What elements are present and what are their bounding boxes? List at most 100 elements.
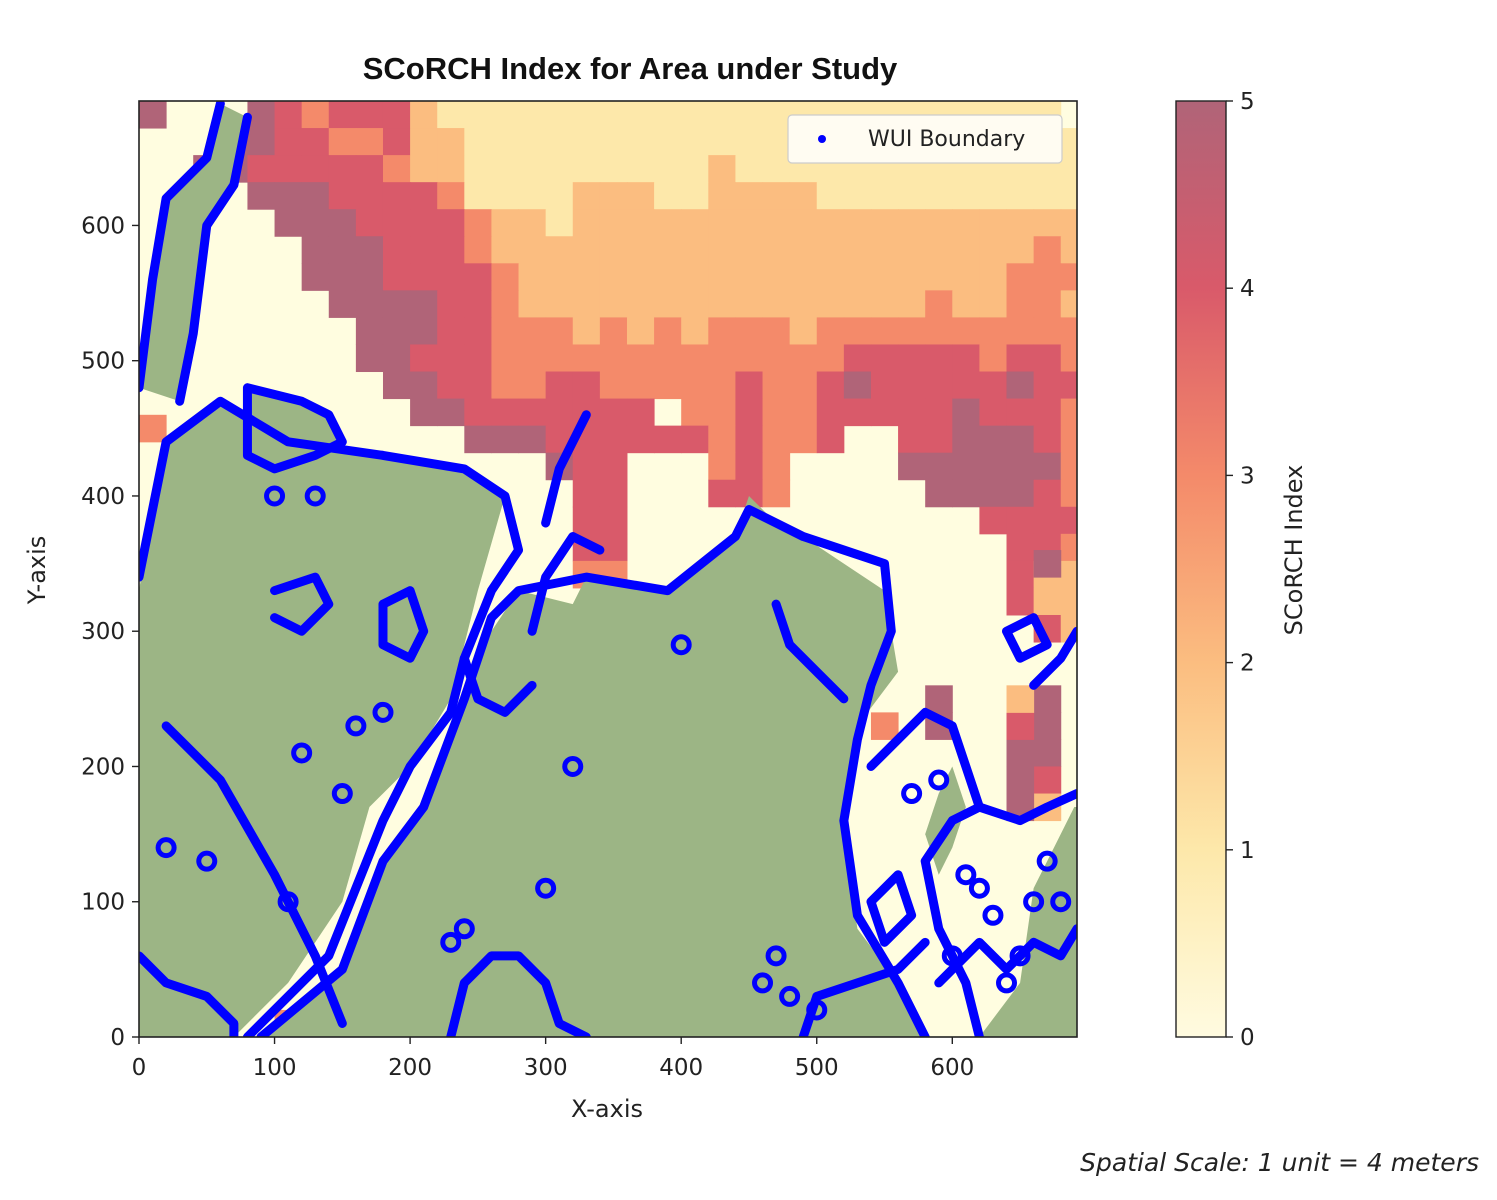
heatmap-cell [816, 209, 845, 237]
wui-boundary-dot [372, 701, 394, 723]
heatmap-cell [572, 344, 601, 373]
heatmap-cell [925, 685, 953, 713]
heatmap-cell [979, 236, 1008, 264]
heatmap-cell [410, 236, 438, 264]
heatmap-cell [491, 425, 520, 454]
heatmap-cell [274, 155, 303, 183]
heatmap-cell [382, 263, 411, 291]
heatmap-cell [572, 209, 601, 237]
nonburnable-areas [139, 103, 1077, 1037]
heatmap-cell [1033, 685, 1062, 713]
heatmap-cell [681, 128, 709, 156]
heatmap-cell [247, 101, 276, 129]
colorbar-tick-label: 0 [1240, 1025, 1255, 1051]
heatmap-cell [843, 182, 872, 210]
colorbar-ticks: 0 1 2 3 4 5 [1226, 89, 1255, 1051]
heatmap-cell [708, 452, 736, 481]
heatmap-cell [654, 425, 682, 454]
heatmap-cell [626, 371, 655, 400]
heatmap-cell [1115, 372, 1143, 400]
heatmap-cell [599, 128, 628, 156]
heatmap-cell [1033, 739, 1062, 767]
heatmap-cell [898, 290, 926, 318]
wui-boundary-dot [901, 783, 923, 805]
heatmap-cell [762, 452, 791, 481]
heatmap-cell [654, 263, 682, 291]
nonburnable-region [139, 401, 505, 1037]
heatmap-cell [1033, 506, 1062, 535]
chart-title: SCoRCH Index for Area under Study [363, 51, 898, 86]
heatmap-cell [1115, 290, 1143, 318]
wui-boundary-line [1002, 613, 1052, 663]
heatmap-cell [301, 263, 330, 291]
heatmap-cell [1033, 766, 1062, 795]
y-axis-ticks: 0 100 200 300 400 500 600 [81, 213, 139, 1051]
heatmap-cell [518, 371, 547, 400]
heatmap-cell [654, 290, 682, 318]
heatmap-cell [1060, 560, 1077, 589]
y-tick-label: 100 [81, 890, 125, 916]
heatmap-cell [708, 263, 736, 291]
heatmap-cell [1115, 534, 1143, 562]
x-tick-label: 300 [524, 1055, 568, 1081]
heatmap-cell [735, 398, 764, 427]
heatmap-cell [681, 344, 709, 373]
wui-boundary-line [446, 951, 591, 1037]
heatmap-cell [789, 182, 818, 210]
heatmap-cell [1006, 371, 1035, 400]
heatmap-cell [762, 398, 791, 427]
heatmap-cell [410, 317, 438, 345]
heatmap-cell [925, 398, 953, 427]
heatmap-cell [1088, 182, 1116, 210]
heatmap-cell [681, 101, 709, 129]
heatmap-cell [301, 128, 330, 156]
heatmap-cell [382, 371, 411, 400]
heatmap-cell [654, 155, 682, 183]
heatmap-cell [681, 371, 709, 400]
heatmap-cell [545, 344, 574, 373]
heatmap-cell [952, 263, 980, 291]
heatmap-cell [762, 479, 791, 508]
heatmap-cell [789, 263, 818, 291]
heatmap-cell [708, 182, 736, 210]
heatmap-cell [735, 317, 764, 345]
heatmap-cell [626, 425, 655, 454]
heatmap-cell [762, 101, 791, 129]
heatmap-cell [708, 101, 736, 129]
colorbar-tick-label: 5 [1240, 89, 1255, 115]
wui-boundary-line [527, 532, 605, 636]
heatmap-cell [545, 101, 574, 129]
heatmap-cell [898, 425, 926, 454]
heatmap-cell [491, 344, 520, 373]
heatmap-cell [925, 479, 953, 508]
heatmap-cell [735, 371, 764, 400]
heatmap-cell [328, 290, 357, 318]
wui-boundary-dot [928, 769, 950, 791]
heatmap-cell [464, 155, 492, 183]
heatmap-cell [762, 128, 791, 156]
heatmap-cell [599, 155, 628, 183]
heatmap-cell [708, 317, 736, 345]
heatmap-cell [274, 209, 303, 237]
heatmap-cell [1115, 263, 1143, 291]
heatmap-cell [1088, 453, 1116, 481]
wui-boundary-line [541, 410, 591, 528]
heatmap-cell [328, 182, 357, 210]
legend-marker-dot [818, 135, 826, 143]
heatmap-cell [518, 344, 547, 373]
heatmap-cell [789, 236, 818, 264]
heatmap-cell [654, 317, 682, 345]
heatmap-cell [437, 398, 465, 427]
x-tick-label: 100 [253, 1055, 297, 1081]
heatmap-cell [464, 236, 492, 264]
heatmap-cell [1088, 534, 1116, 562]
heatmap-cell [1033, 587, 1062, 616]
heatmap-cell [1033, 452, 1062, 481]
heatmap-cell [410, 128, 438, 156]
heatmap-cell [979, 398, 1008, 427]
heatmap-cell [1033, 236, 1062, 264]
heatmap-cell [925, 344, 953, 373]
heatmap-cell [952, 344, 980, 373]
heatmap-cell [952, 290, 980, 318]
